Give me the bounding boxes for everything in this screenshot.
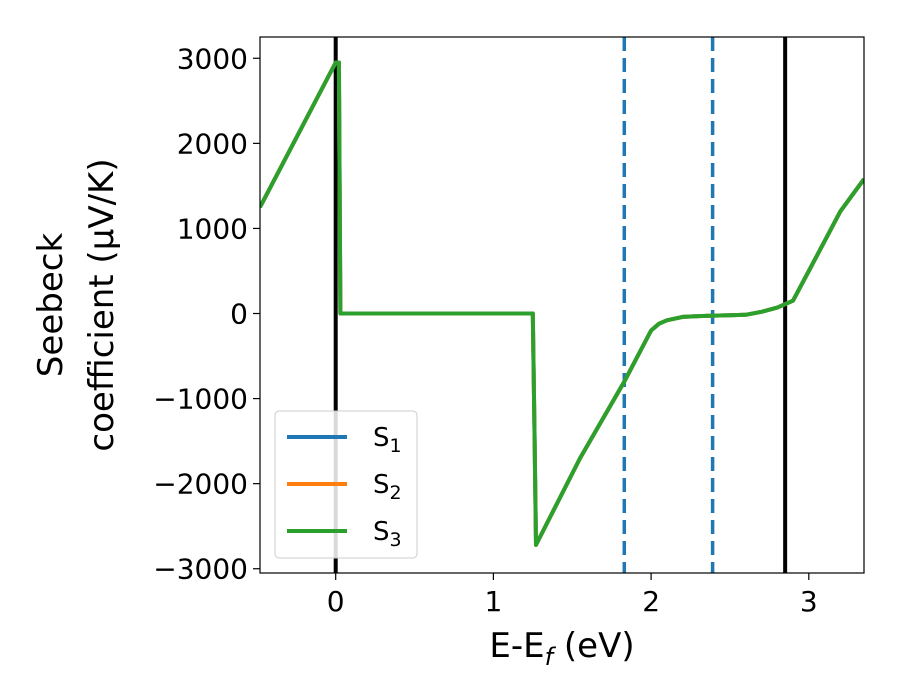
y-axis-label-line1: Seebeck — [31, 233, 71, 378]
y-axis-label-line2: coefficient (μV/K) — [82, 158, 122, 451]
y-axis-ticks: −3000 −2000 −1000 0 1000 2000 3000 — [153, 42, 260, 586]
x-axis-label: E-Ef (eV) — [489, 626, 634, 671]
x-axis-ticks: 0 1 2 3 — [327, 573, 818, 618]
series-lines — [260, 60, 864, 547]
y-tick-label: 2000 — [177, 127, 248, 160]
axes-frame — [259, 36, 865, 574]
y-tick-label: 0 — [230, 298, 248, 331]
y-tick-label: −2000 — [153, 468, 248, 501]
y-tick-label: 1000 — [177, 212, 248, 245]
x-tick-label: 3 — [800, 585, 818, 618]
y-tick-label: −3000 — [153, 553, 248, 586]
x-tick-label: 2 — [642, 585, 660, 618]
series-line-S3 — [260, 60, 864, 547]
legend: S1 S2 S3 — [274, 410, 418, 559]
x-tick-label: 0 — [327, 585, 345, 618]
x-tick-label: 1 — [484, 585, 502, 618]
legend-label-S3: S3 — [373, 517, 402, 551]
legend-label-S1: S1 — [373, 423, 402, 457]
y-tick-label: −1000 — [153, 383, 248, 416]
legend-label-S2: S2 — [373, 470, 402, 504]
y-tick-label: 3000 — [177, 42, 248, 75]
